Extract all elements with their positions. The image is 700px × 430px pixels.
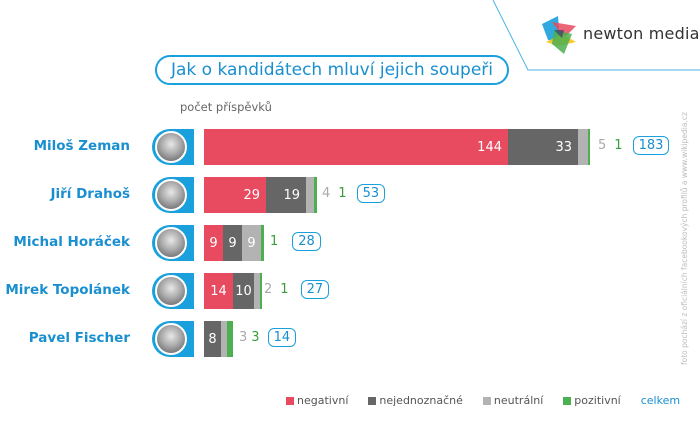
segment-negative: 14 (204, 273, 233, 309)
newton-media-logo-icon (542, 16, 576, 54)
total-badge: 28 (292, 232, 321, 251)
segment-negative: 144 (204, 129, 508, 165)
stacked-bar: 144 33 (204, 129, 590, 165)
legend-label: nejednoznačné (379, 394, 463, 407)
legend-item-negative: negativní (286, 394, 348, 407)
segment-ambiguous: 8 (204, 321, 221, 357)
legend-item-ambiguous: nejednoznačné (368, 394, 463, 407)
chart-title-text: Jak o kandidátech mluví jejich soupeři (171, 60, 493, 80)
chart-row: Mirek Topolánek 14 10 2 1 27 (0, 272, 700, 310)
candidate-name: Michal Horáček (13, 234, 130, 250)
value-neutral: 2 (264, 282, 273, 297)
candidate-name: Jiří Drahoš (50, 186, 130, 202)
legend-label: negativní (297, 394, 349, 407)
segment-ambiguous: 9 (223, 225, 242, 261)
segment-positive (260, 273, 262, 309)
candidate-name: Miloš Zeman (33, 138, 130, 154)
segment-positive (227, 321, 233, 357)
chart-row: Miloš Zeman 144 33 5 1 183 (0, 128, 700, 166)
chart-row: Jiří Drahoš 29 19 4 1 53 (0, 176, 700, 214)
chart-row: Pavel Fischer 8 3 3 14 (0, 320, 700, 358)
legend-item-positive: pozitivní (563, 394, 621, 407)
photo-credit: foto pochází z oficiálních facebookových… (680, 112, 689, 365)
value-positive: 1 (280, 282, 289, 297)
value-positive: 1 (614, 138, 623, 153)
value-neutral: 4 (322, 186, 331, 201)
row-values: 5 1 183 (598, 136, 670, 155)
legend-item-total: celkem (641, 394, 680, 407)
segment-positive (314, 177, 317, 213)
segment-negative: 9 (204, 225, 223, 261)
swatch-neutral-icon (482, 396, 491, 405)
value-positive: 1 (338, 186, 347, 201)
swatch-positive-icon (563, 396, 572, 405)
candidate-photo (155, 275, 187, 307)
segment-positive (588, 129, 590, 165)
segment-neutral (306, 177, 314, 213)
stacked-bar: 9 9 9 (204, 225, 264, 261)
decorative-frame-line (492, 0, 700, 71)
axis-label: počet příspěvků (180, 100, 272, 114)
swatch-negative-icon (286, 396, 294, 405)
legend-label: celkem (640, 394, 681, 407)
segment-negative: 29 (204, 177, 266, 213)
total-badge: 14 (267, 328, 297, 347)
candidate-photo (155, 179, 187, 211)
value-positive: 1 (270, 234, 279, 249)
value-neutral: 5 (598, 138, 607, 153)
segment-ambiguous: 10 (233, 273, 254, 309)
segment-neutral (578, 129, 588, 165)
total-badge: 183 (632, 136, 670, 155)
value-positive: 3 (251, 330, 260, 345)
row-values: 3 3 14 (239, 328, 297, 347)
candidate-photo (155, 323, 187, 355)
candidate-photo (155, 131, 187, 163)
chart-title: Jak o kandidátech mluví jejich soupeři (155, 55, 509, 85)
candidate-name: Pavel Fischer (28, 330, 130, 346)
chart-row: Michal Horáček 9 9 9 1 28 (0, 224, 700, 262)
stacked-bar: 14 10 (204, 273, 262, 309)
brand-name: newton media (583, 24, 700, 43)
candidate-name: Mirek Topolánek (5, 282, 130, 298)
row-values: 1 28 (270, 232, 321, 251)
candidate-photo (155, 227, 187, 259)
row-values: 2 1 27 (264, 280, 330, 299)
segment-ambiguous: 19 (266, 177, 306, 213)
legend-label: pozitivní (574, 394, 621, 407)
total-badge: 53 (356, 184, 386, 203)
segment-ambiguous: 33 (508, 129, 578, 165)
legend-label: neutrální (493, 394, 544, 407)
legend-item-neutral: neutrální (482, 394, 544, 407)
stacked-bar: 8 (204, 321, 233, 357)
segment-positive (261, 225, 264, 261)
segment-neutral (221, 321, 227, 357)
segment-neutral (254, 273, 260, 309)
swatch-ambiguous-icon (368, 396, 377, 405)
row-values: 4 1 53 (322, 184, 386, 203)
segment-neutral: 9 (242, 225, 261, 261)
legend: negativní nejednoznačné neutrální poziti… (286, 394, 680, 407)
stacked-bar: 29 19 (204, 177, 317, 213)
value-neutral: 3 (239, 330, 248, 345)
total-badge: 27 (300, 280, 330, 299)
